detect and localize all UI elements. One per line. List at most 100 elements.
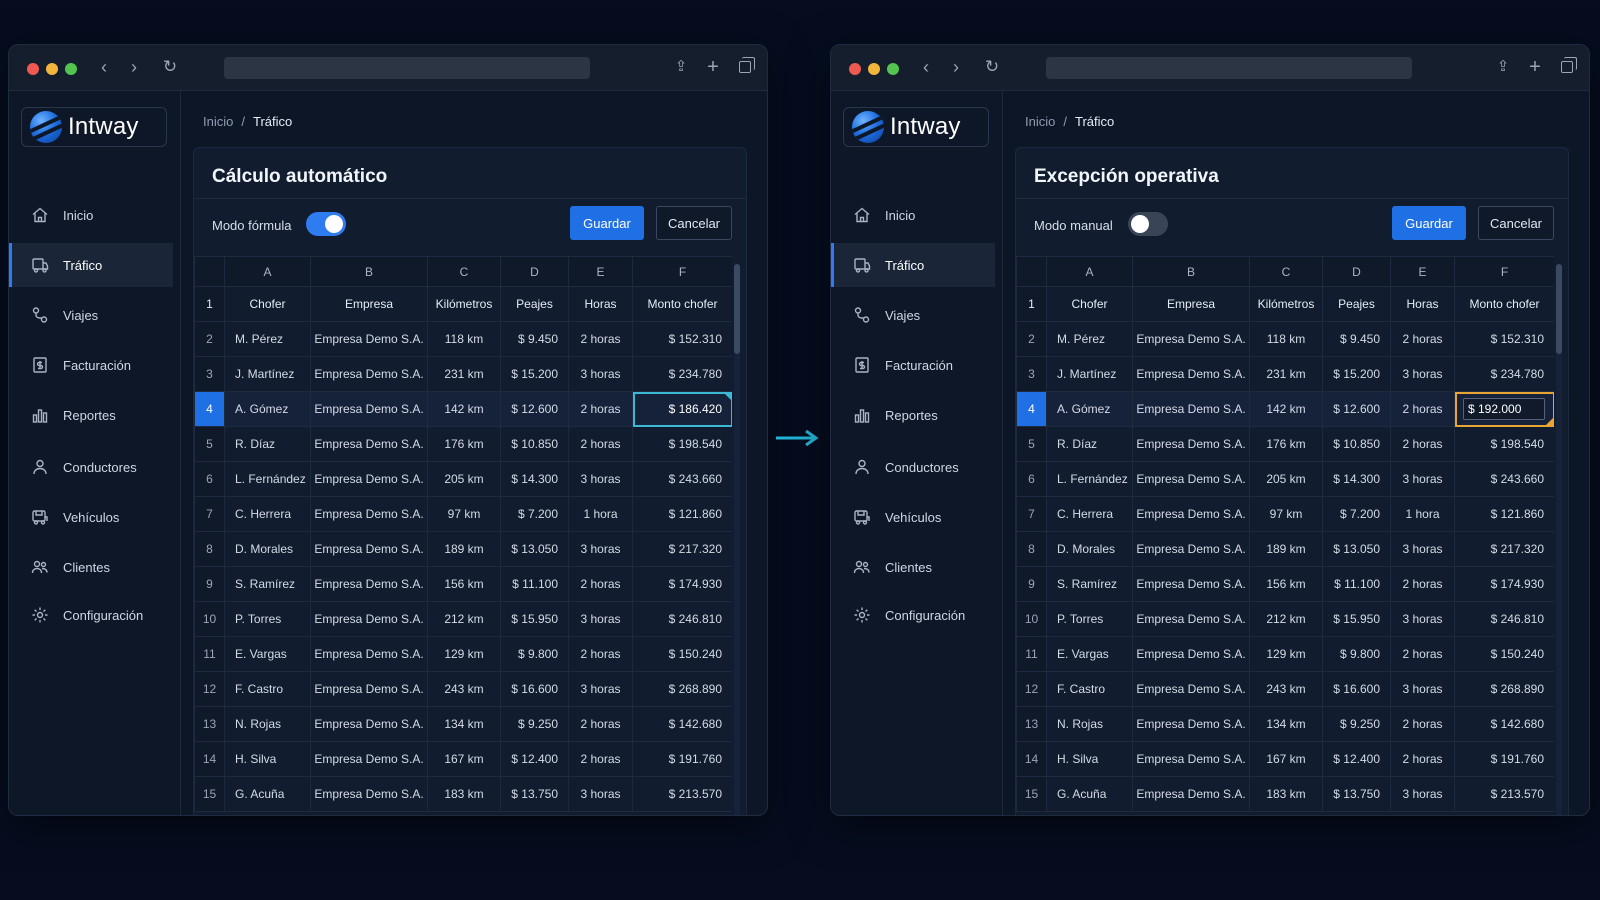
grid-cell[interactable]: 231 km [427, 356, 501, 392]
forward-arrow-icon[interactable]: › [953, 57, 959, 77]
grid-cell[interactable]: 176 km [427, 426, 501, 462]
grid-cell[interactable]: Empresa Demo S.A. [310, 531, 428, 567]
table-row[interactable]: 15 G. Acuña Empresa Demo S.A. 183 km $ 13.75… [1016, 776, 1554, 812]
grid-cell[interactable]: $ 213.570 [632, 776, 732, 812]
reload-icon[interactable]: ↻ [162, 57, 178, 76]
table-row[interactable]: 11 E. Vargas Empresa Demo S.A. 129 km $ 9.80… [194, 636, 732, 672]
grid-cell[interactable]: 134 km [427, 706, 501, 742]
address-bar[interactable] [1046, 57, 1412, 79]
close-window-button[interactable] [27, 63, 39, 75]
back-arrow-icon[interactable]: ‹ [101, 57, 107, 77]
formula-mode-toggle[interactable] [306, 212, 346, 236]
sidebar-item-viajes[interactable]: Viajes [831, 293, 995, 337]
grid-cell[interactable]: Empresa Demo S.A. [1132, 391, 1250, 427]
grid-cell[interactable]: Empresa Demo S.A. [310, 671, 428, 707]
grid-cell[interactable]: Empresa Demo S.A. [310, 496, 428, 532]
breadcrumb-home[interactable]: Inicio [203, 114, 234, 129]
table-row[interactable]: 13 N. Rojas Empresa Demo S.A. 134 km $ 9.250… [1016, 706, 1554, 742]
grid-cell[interactable]: Empresa Demo S.A. [310, 636, 428, 672]
grid-cell[interactable]: 3 horas [1390, 601, 1455, 637]
column-header[interactable]: E [568, 256, 633, 287]
table-row[interactable]: 8 D. Morales Empresa Demo S.A. 189 km $ 13.0… [194, 531, 732, 567]
grid-cell[interactable]: R. Díaz [224, 426, 311, 462]
scrollbar-thumb[interactable] [734, 264, 740, 354]
grid-cell[interactable]: Empresa Demo S.A. [310, 741, 428, 777]
grid-cell[interactable]: $ 9.450 [500, 321, 569, 357]
grid-cell[interactable]: Empresa Demo S.A. [1132, 636, 1250, 672]
header-cell[interactable]: Monto chofer [632, 286, 732, 322]
grid-cell[interactable]: $ 15.950 [500, 601, 569, 637]
grid-cell[interactable]: N. Rojas [1046, 706, 1133, 742]
grid-cell[interactable]: 205 km [427, 461, 501, 497]
minimize-window-button[interactable] [868, 63, 880, 75]
grid-cell[interactable]: $ 16.600 [500, 671, 569, 707]
table-row[interactable]: 6 L. Fernández Empresa Demo S.A. 205 km $ 14… [194, 461, 732, 497]
grid-cell[interactable]: Empresa Demo S.A. [1132, 776, 1250, 812]
cancel-button[interactable]: Cancelar [1478, 206, 1554, 240]
column-header[interactable]: C [1249, 256, 1323, 287]
grid-cell[interactable]: J. Martínez [1046, 356, 1133, 392]
grid-cell[interactable]: F. Castro [1046, 671, 1133, 707]
sidebar-item-inicio[interactable]: Inicio [831, 193, 995, 237]
grid-cell[interactable]: Empresa Demo S.A. [310, 426, 428, 462]
table-row[interactable]: 9 S. Ramírez Empresa Demo S.A. 156 km $ 11.1… [1016, 566, 1554, 602]
grid-cell[interactable]: 3 horas [1390, 776, 1455, 812]
grid-cell[interactable]: 176 km [1249, 426, 1323, 462]
grid-cell[interactable]: $ 16.600 [1322, 671, 1391, 707]
grid-cell[interactable]: $ 11.100 [500, 566, 569, 602]
row-number[interactable]: 12 [1016, 671, 1047, 707]
grid-cell[interactable]: $ 234.780 [1454, 356, 1554, 392]
grid-cell[interactable]: J. Martínez [224, 356, 311, 392]
grid-cell[interactable]: P. Torres [1046, 601, 1133, 637]
sidebar-item-clientes[interactable]: Clientes [9, 545, 173, 589]
grid-cell[interactable]: A. Gómez [224, 391, 311, 427]
grid-cell[interactable]: 167 km [1249, 741, 1323, 777]
sidebar-item-reportes[interactable]: Reportes [9, 393, 173, 437]
row-number[interactable]: 9 [194, 566, 225, 602]
grid-cell[interactable]: $ 13.750 [500, 776, 569, 812]
grid-cell[interactable]: Empresa Demo S.A. [1132, 671, 1250, 707]
scrollbar-thumb[interactable] [1556, 264, 1562, 354]
close-window-button[interactable] [849, 63, 861, 75]
grid-cell[interactable]: 2 horas [568, 741, 633, 777]
column-header[interactable]: F [632, 256, 732, 287]
grid-cell[interactable]: 129 km [427, 636, 501, 672]
minimize-window-button[interactable] [46, 63, 58, 75]
grid-cell[interactable]: 3 horas [568, 601, 633, 637]
grid-cell[interactable]: S. Ramírez [224, 566, 311, 602]
back-arrow-icon[interactable]: ‹ [923, 57, 929, 77]
row-number[interactable]: 10 [194, 601, 225, 637]
grid-corner[interactable] [194, 256, 225, 287]
table-row[interactable]: 12 F. Castro Empresa Demo S.A. 243 km $ 16.6… [1016, 671, 1554, 707]
row-number[interactable]: 2 [1016, 321, 1047, 357]
row-number[interactable]: 12 [194, 671, 225, 707]
grid-cell[interactable]: Empresa Demo S.A. [1132, 426, 1250, 462]
column-header[interactable]: B [1132, 256, 1250, 287]
header-cell[interactable]: Empresa [310, 286, 428, 322]
row-number[interactable]: 3 [1016, 356, 1047, 392]
editing-cell[interactable]: $ 192.000 [1454, 391, 1554, 427]
grid-cell[interactable]: 189 km [1249, 531, 1323, 567]
grid-cell[interactable]: H. Silva [224, 741, 311, 777]
grid-cell[interactable]: H. Silva [1046, 741, 1133, 777]
grid-cell[interactable]: Empresa Demo S.A. [1132, 321, 1250, 357]
row-number[interactable]: 8 [1016, 531, 1047, 567]
maximize-window-button[interactable] [65, 63, 77, 75]
header-cell[interactable]: Monto chofer [1454, 286, 1554, 322]
column-header[interactable]: D [1322, 256, 1391, 287]
grid-cell[interactable]: C. Herrera [224, 496, 311, 532]
grid-cell[interactable]: 205 km [1249, 461, 1323, 497]
save-button[interactable]: Guardar [1392, 206, 1466, 240]
row-number[interactable]: 5 [1016, 426, 1047, 462]
row-number[interactable]: 15 [1016, 776, 1047, 812]
sidebar-item-configuracion[interactable]: Configuración [831, 593, 995, 637]
row-number[interactable]: 7 [1016, 496, 1047, 532]
table-row[interactable]: 5 R. Díaz Empresa Demo S.A. 176 km $ 10.850 2… [1016, 426, 1554, 462]
address-bar[interactable] [224, 57, 590, 79]
grid-cell[interactable]: $ 174.930 [632, 566, 732, 602]
reload-icon[interactable]: ↻ [984, 57, 1000, 76]
sidebar-item-reportes[interactable]: Reportes [831, 393, 995, 437]
grid-cell[interactable]: A. Gómez [1046, 391, 1133, 427]
sidebar-item-inicio[interactable]: Inicio [9, 193, 173, 237]
grid-cell[interactable]: 1 hora [1390, 496, 1455, 532]
